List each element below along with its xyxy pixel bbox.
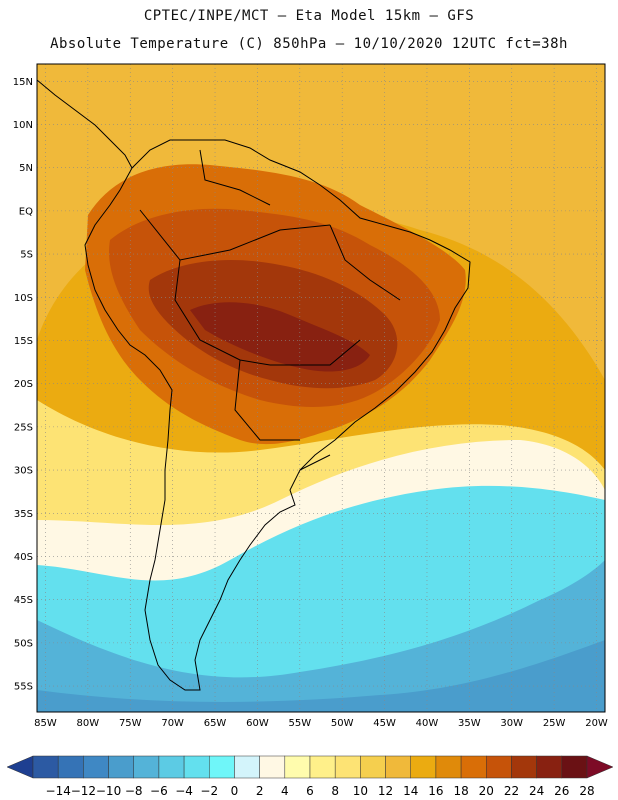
colorbar-tick-label: 10 bbox=[353, 784, 368, 798]
colorbar-swatch bbox=[486, 755, 512, 779]
colorbar-tick-label: 4 bbox=[281, 784, 289, 798]
lon-label: 45W bbox=[373, 718, 396, 729]
lon-label: 65W bbox=[204, 718, 227, 729]
colorbar-tick-label: −2 bbox=[200, 784, 218, 798]
south-america-outline bbox=[84, 139, 471, 691]
lon-label: 30W bbox=[500, 718, 523, 729]
map-title-line-2: Absolute Temperature (C) 850hPa – 10/10/… bbox=[50, 36, 568, 52]
colorbar-swatch bbox=[209, 755, 235, 779]
lon-label: 80W bbox=[77, 718, 100, 729]
colorbar bbox=[6, 755, 614, 779]
colorbar-tick-label: 0 bbox=[231, 784, 239, 798]
colorbar-swatch bbox=[410, 755, 437, 779]
colorbar-tick-label: 2 bbox=[256, 784, 264, 798]
colorbar-tick-label: −8 bbox=[125, 784, 143, 798]
colorbar-swatch bbox=[309, 755, 336, 779]
colorbar-tick-label: 22 bbox=[504, 784, 519, 798]
colorbar-swatch bbox=[259, 755, 286, 779]
lon-label: 35W bbox=[458, 718, 481, 729]
colorbar-tick-label: −10 bbox=[96, 784, 121, 798]
colorbar-swatch bbox=[460, 755, 487, 779]
lat-label: 50S bbox=[14, 638, 33, 649]
colorbar-swatch bbox=[108, 755, 134, 779]
lat-label: 40S bbox=[14, 552, 33, 563]
colorbar-tick-label: 14 bbox=[403, 784, 418, 798]
colorbar-swatch bbox=[536, 755, 563, 779]
lat-label: 15N bbox=[13, 77, 33, 88]
colorbar-tick-label: 8 bbox=[331, 784, 339, 798]
colorbar-tick-label: 6 bbox=[306, 784, 314, 798]
colorbar-swatch bbox=[57, 755, 84, 779]
colorbar-tick-label: −12 bbox=[71, 784, 96, 798]
lat-lon-gridlines bbox=[37, 64, 605, 712]
colorbar-swatch bbox=[360, 755, 386, 779]
lon-label: 40W bbox=[416, 718, 439, 729]
lon-label: 60W bbox=[246, 718, 269, 729]
colorbar-swatch bbox=[183, 755, 210, 779]
colorbar-swatch bbox=[561, 755, 588, 779]
colorbar-tick-label: 24 bbox=[529, 784, 544, 798]
colorbar-swatch bbox=[284, 755, 311, 779]
colorbar-tick-label: −6 bbox=[150, 784, 168, 798]
colorbar-high-arrow bbox=[586, 755, 614, 779]
colorbar-swatch bbox=[234, 755, 260, 779]
colorbar-low-arrow bbox=[6, 755, 34, 779]
colorbar-swatch bbox=[334, 755, 361, 779]
colorbar-swatch bbox=[511, 755, 537, 779]
lat-label: 5N bbox=[19, 163, 33, 174]
lat-label: 15S bbox=[14, 336, 33, 347]
lat-label: 30S bbox=[14, 466, 33, 477]
temperature-field bbox=[37, 64, 605, 712]
colorbar-tick-label: 12 bbox=[378, 784, 393, 798]
country-borders bbox=[139, 149, 401, 471]
lat-label: 10N bbox=[13, 120, 33, 131]
colorbar-swatch bbox=[385, 755, 411, 779]
lat-label: 25S bbox=[14, 422, 33, 433]
colorbar-tick-label: −4 bbox=[175, 784, 193, 798]
field-south-colder bbox=[37, 560, 605, 712]
colorbar-tick-label: −14 bbox=[46, 784, 71, 798]
colorbar-tick-label: 20 bbox=[479, 784, 494, 798]
lat-label: 55S bbox=[14, 682, 33, 693]
latitude-labels: 15N 10N 5N EQ 5S 10S 15S 20S 25S 30S 35S 40S 45S 50S 5… bbox=[13, 77, 33, 693]
coastline-south-america bbox=[36, 79, 471, 691]
lat-label: EQ bbox=[19, 206, 33, 217]
lon-label: 85W bbox=[34, 718, 57, 729]
colorbar-swatch bbox=[435, 755, 462, 779]
lat-label: 35S bbox=[14, 509, 33, 520]
map-frame bbox=[36, 63, 606, 713]
field-tropics bbox=[37, 64, 605, 380]
colorbar-swatch bbox=[83, 755, 109, 779]
lon-label: 75W bbox=[119, 718, 142, 729]
colorbar-swatch bbox=[158, 755, 185, 779]
field-south-coldest bbox=[37, 640, 605, 712]
colorbar-tick-label: 18 bbox=[453, 784, 468, 798]
colorbar-swatch bbox=[32, 755, 59, 779]
lat-label: 5S bbox=[20, 250, 33, 261]
colorbar-tick-label: 26 bbox=[554, 784, 569, 798]
colorbar-swatch bbox=[133, 755, 160, 779]
field-land-core bbox=[190, 302, 370, 372]
central-america-outline bbox=[36, 79, 133, 169]
longitude-labels: 85W 80W 75W 70W 65W 60W 55W 50W 45W 40W 35W 30W 25W 2… bbox=[34, 718, 608, 729]
lon-label: 70W bbox=[161, 718, 184, 729]
map-title-line-1: CPTEC/INPE/MCT – Eta Model 15km – GFS bbox=[143, 8, 475, 24]
lon-label: 50W bbox=[331, 718, 354, 729]
colorbar-labels: −14 −12 −10 −8 −6 −4 −2 0 2 4 6 8 10 12 14 16 18 20 22 24 26… bbox=[46, 784, 595, 798]
lat-label: 45S bbox=[14, 595, 33, 606]
lon-label: 25W bbox=[543, 718, 566, 729]
lon-label: 55W bbox=[288, 718, 311, 729]
lon-label: 20W bbox=[585, 718, 608, 729]
colorbar-tick-label: 28 bbox=[579, 784, 594, 798]
lat-label: 10S bbox=[14, 293, 33, 304]
lat-label: 20S bbox=[14, 379, 33, 390]
colorbar-tick-label: 16 bbox=[428, 784, 443, 798]
